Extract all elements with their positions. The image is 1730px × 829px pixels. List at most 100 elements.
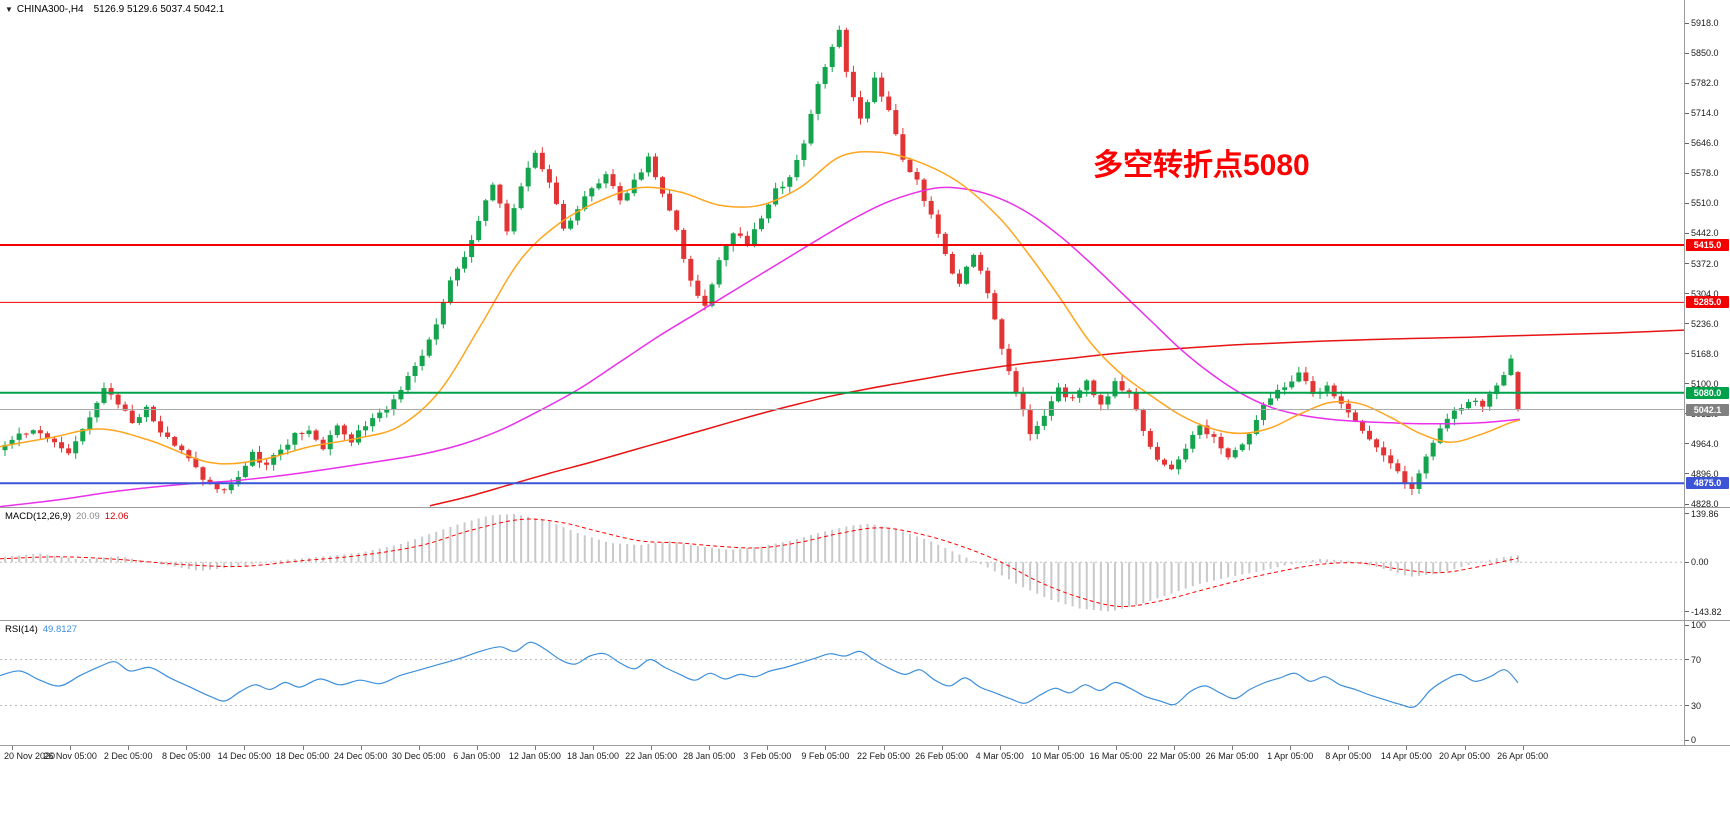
rsi-panel: 100 70 30 0 RSI(14) 49.8127 xyxy=(0,620,1730,746)
time-tick-label: 16 Mar 05:00 xyxy=(1089,751,1143,761)
price-tick-mark xyxy=(1685,503,1689,505)
time-tick-label: 28 Jan 05:00 xyxy=(683,751,736,761)
time-tick-label: 14 Dec 05:00 xyxy=(217,751,272,761)
price-tick-label: 5510.0 xyxy=(1691,198,1719,209)
price-tick-mark xyxy=(1685,112,1689,114)
price-tick-label: 4896.0 xyxy=(1691,468,1719,479)
time-tick-mark xyxy=(418,746,420,750)
rsi-tick-label: 0 xyxy=(1691,735,1697,745)
time-tick-label: 6 Jan 05:00 xyxy=(453,751,501,761)
rsi-value: 49.8127 xyxy=(42,624,78,635)
price-tick-mark xyxy=(1685,82,1689,84)
time-tick-label: 20 Nov 2020 xyxy=(4,751,56,761)
time-tick-mark xyxy=(12,746,13,750)
price-tick-mark xyxy=(1685,22,1689,24)
macd-canvas[interactable] xyxy=(0,508,1684,620)
price-tick-mark xyxy=(1685,142,1689,144)
price-tick-label: 5782.0 xyxy=(1691,78,1719,88)
price-tick-label: 5236.0 xyxy=(1691,318,1719,329)
time-tick-label: 12 Jan 05:00 xyxy=(508,751,561,761)
rsi-line xyxy=(0,641,1519,708)
time-tick-mark xyxy=(825,746,827,750)
macd-signal-line xyxy=(0,518,1519,608)
time-tick-mark xyxy=(1464,746,1466,750)
rsi-indicator-label: RSI(14) 49.8127 xyxy=(5,624,82,635)
macd-tick-label: -143.82 xyxy=(1691,606,1722,617)
time-tick-mark xyxy=(883,746,885,750)
time-tick-mark xyxy=(476,746,478,750)
price-tick-label: 5850.0 xyxy=(1691,48,1719,58)
rsi-tick-mark xyxy=(1685,624,1689,626)
price-tick-mark xyxy=(1685,473,1689,475)
price-tag-5285.0: 5285.0 xyxy=(1686,296,1729,309)
time-tick-mark xyxy=(1522,746,1524,750)
rsi-tick-label: 100 xyxy=(1691,620,1707,630)
price-tick-mark xyxy=(1685,323,1689,325)
time-tick-label: 8 Dec 05:00 xyxy=(162,751,211,761)
price-tick-mark xyxy=(1685,263,1689,265)
rsi-tick-label: 70 xyxy=(1691,654,1702,665)
macd-tick-mark xyxy=(1685,611,1689,613)
candles-layer xyxy=(2,25,1521,496)
time-tick-mark xyxy=(128,746,130,750)
rsi-tick-mark xyxy=(1685,659,1689,660)
time-tick-label: 8 Apr 05:00 xyxy=(1325,751,1372,761)
macd-main-value: 20.09 xyxy=(76,511,100,522)
time-tick-label: 22 Jan 05:00 xyxy=(625,751,678,761)
rsi-name: RSI(14) xyxy=(5,624,38,635)
price-chart-panel: 5918.0 5850.0 5782.0 5714.0 5646.0 5578.0 5510… xyxy=(0,0,1730,509)
price-tick-label: 5168.0 xyxy=(1691,348,1719,359)
time-tick-label: 2 Dec 05:00 xyxy=(103,751,153,761)
price-axis[interactable]: 5918.0 5850.0 5782.0 5714.0 5646.0 5578.0 5510… xyxy=(1684,0,1730,509)
time-tick-mark xyxy=(709,746,711,750)
time-tick-mark xyxy=(360,746,362,750)
time-axis[interactable]: 20 Nov 2020 26 Nov 05:00 2 Dec 05:00 8 Dec … xyxy=(0,746,1730,768)
time-tick-label: 30 Dec 05:00 xyxy=(391,751,446,761)
price-tick-mark xyxy=(1685,293,1689,295)
ma-fast-line xyxy=(0,150,1521,465)
time-tick-mark xyxy=(1057,746,1059,750)
price-tick-mark xyxy=(1685,353,1689,355)
time-tick-label: 9 Feb 05:00 xyxy=(801,751,850,761)
rsi-tick-mark xyxy=(1685,705,1689,706)
time-tick-mark xyxy=(593,746,594,750)
symbol-info-bar: ▼ CHINA300-,H4 5126.9 5129.6 5037.4 5042.1 xyxy=(5,4,224,15)
rsi-axis[interactable]: 100 70 30 0 xyxy=(1684,620,1730,745)
current-price-tag: 5042.1 xyxy=(1686,403,1729,416)
price-tick-label: 5372.0 xyxy=(1691,258,1719,269)
time-tick-mark xyxy=(244,746,246,750)
price-tick-label: 5100.0 xyxy=(1691,378,1719,389)
price-tick-mark xyxy=(1685,443,1689,445)
time-tick-mark xyxy=(70,746,72,750)
time-tick-label: 26 Apr 05:00 xyxy=(1497,751,1549,761)
time-tick-mark xyxy=(651,746,653,750)
macd-signal-value: 12.06 xyxy=(104,511,129,522)
macd-axis[interactable]: 139.86 0.00 -143.82 xyxy=(1684,508,1730,620)
time-tick-label: 14 Apr 05:00 xyxy=(1380,751,1432,761)
time-tick-label: 10 Mar 05:00 xyxy=(1031,751,1085,761)
macd-tick-label: 0.00 xyxy=(1691,557,1709,568)
rsi-tick-label: 30 xyxy=(1691,700,1702,711)
time-tick-mark xyxy=(534,746,536,750)
time-tick-mark xyxy=(767,746,769,750)
time-tick-label: 24 Dec 05:00 xyxy=(333,751,388,761)
rsi-canvas[interactable] xyxy=(0,621,1684,745)
price-tick-mark xyxy=(1685,383,1689,385)
time-tick-label: 1 Apr 05:00 xyxy=(1267,751,1314,761)
macd-panel: 139.86 0.00 -143.82 MACD(12,26,9) 20.09 12.0… xyxy=(0,508,1730,621)
time-tick-label: 3 Feb 05:00 xyxy=(743,751,792,761)
chart-menu-icon[interactable]: ▼ xyxy=(5,5,13,14)
price-tick-label: 5646.0 xyxy=(1691,138,1719,149)
time-tick-mark xyxy=(1115,746,1117,750)
price-tick-label: 5442.0 xyxy=(1691,228,1719,239)
time-tick-label: 4 Mar 05:00 xyxy=(975,751,1024,761)
time-tick-label: 20 Apr 05:00 xyxy=(1438,751,1491,761)
ohlc-quote: 5126.9 5129.6 5037.4 5042.1 xyxy=(93,4,225,15)
time-tick-mark xyxy=(1290,746,1292,750)
time-tick-label: 26 Feb 05:00 xyxy=(915,751,969,761)
time-tick-label: 22 Mar 05:00 xyxy=(1147,751,1201,761)
time-tick-label: 22 Feb 05:00 xyxy=(856,751,911,761)
price-chart-canvas[interactable] xyxy=(0,0,1684,507)
macd-tick-label: 139.86 xyxy=(1691,508,1719,519)
